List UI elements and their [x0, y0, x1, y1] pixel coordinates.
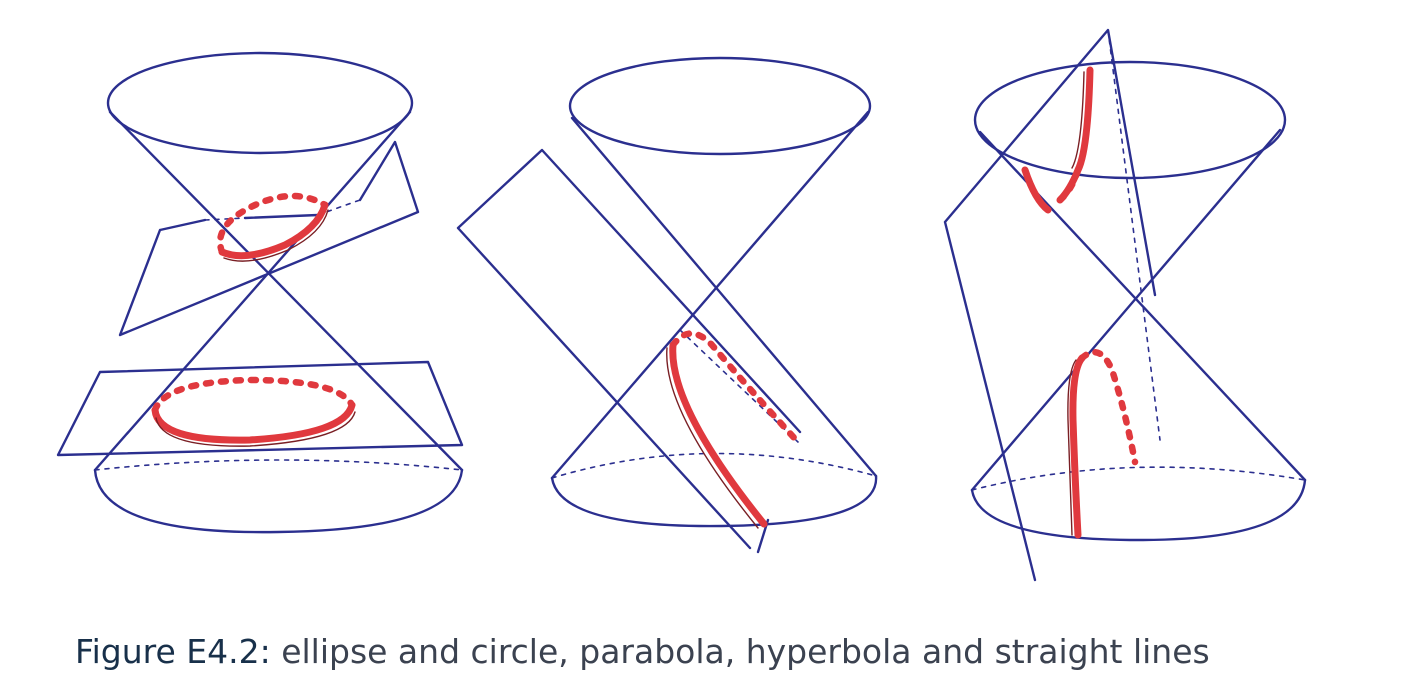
cone-lower-base-hidden — [971, 466, 1306, 491]
ellipse-section-hidden — [216, 192, 329, 256]
cone-lower-base — [93, 468, 464, 534]
tilted-plane — [118, 140, 420, 337]
parabola-section-hidden — [669, 330, 802, 446]
panel-ellipse-circle — [56, 51, 464, 534]
caption-text: ellipse and circle, parabola, hyperbola … — [270, 632, 1210, 671]
cone-generator-right — [93, 110, 412, 472]
cone-generator-left — [570, 116, 878, 478]
circle-section — [151, 401, 356, 444]
parabola-section-edge — [666, 347, 759, 529]
hyperbola-lower-branch — [1069, 354, 1086, 539]
hyperbola-lower-branch-edge — [1067, 359, 1077, 536]
hyperbola-upper-hidden — [1056, 166, 1082, 204]
circle-section-edge — [155, 411, 356, 447]
cone-generator-left — [108, 110, 464, 472]
hyperbola-upper-branch-edge — [1071, 71, 1085, 169]
cone-lower-base — [550, 474, 878, 528]
horizontal-plane — [56, 360, 464, 457]
conic-sections-figure — [56, 28, 1307, 582]
caption-label: Figure E4.2: — [75, 632, 271, 671]
cone-top-rim — [106, 51, 414, 155]
cone-top-rim — [568, 56, 872, 156]
panel-hyperbola — [943, 28, 1307, 582]
ellipse-section-edge — [223, 209, 329, 262]
hyperbola-lower-hidden — [1078, 348, 1139, 466]
figure-caption: Figure E4.2: ellipse and circle, parabol… — [75, 632, 1210, 671]
cone-generator-right — [550, 110, 870, 480]
vertical-plane-hidden — [1107, 29, 1161, 441]
tilted-plane-hidden — [204, 199, 361, 221]
cone-lower-base — [970, 478, 1307, 542]
circle-section-hidden — [151, 376, 356, 414]
parabola-section — [669, 341, 768, 528]
cone-lower-base-hidden — [94, 459, 463, 471]
cone-generator-right — [970, 128, 1282, 492]
ellipse-section — [218, 201, 329, 260]
inclined-plane-hidden — [679, 329, 799, 443]
panel-parabola — [456, 56, 878, 554]
inclined-plane — [456, 148, 802, 554]
cone-top-rim — [973, 60, 1287, 180]
